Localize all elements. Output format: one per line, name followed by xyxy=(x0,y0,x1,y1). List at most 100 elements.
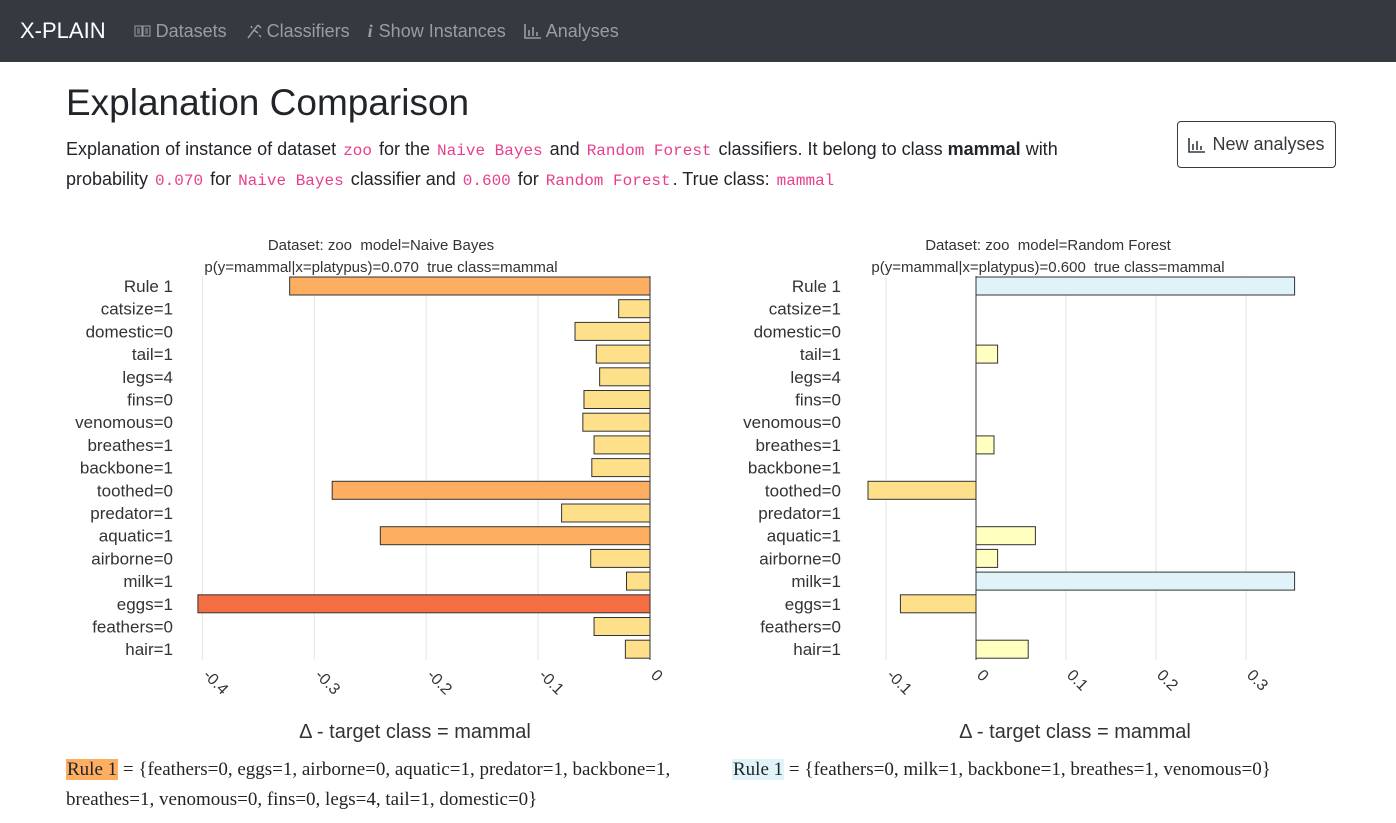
x-tick-label: -0.1 xyxy=(535,667,567,699)
bar xyxy=(975,344,999,364)
y-tick-label: toothed=0 xyxy=(97,481,173,500)
page-title: Explanation Comparison xyxy=(66,82,470,123)
x-tick-label: -0.1 xyxy=(883,667,915,699)
bar xyxy=(379,526,651,546)
y-tick-label: fins=0 xyxy=(795,391,841,410)
y-tick-label: legs=4 xyxy=(122,368,173,387)
y-tick-label: tail=1 xyxy=(132,345,173,364)
nav-datasets[interactable]: Datasets xyxy=(134,21,227,42)
description: Explanation of instance of dataset zoo f… xyxy=(66,135,1136,195)
bar xyxy=(599,367,651,387)
bar xyxy=(582,412,651,432)
bar xyxy=(289,276,651,296)
new-analyses-button[interactable]: New analyses xyxy=(1177,121,1336,168)
bar xyxy=(975,276,1296,296)
bar xyxy=(593,435,651,455)
y-tick-label: legs=4 xyxy=(790,368,841,387)
nav-label: Show Instances xyxy=(378,20,506,41)
y-tick-label: domestic=0 xyxy=(754,322,841,341)
icon xyxy=(1188,137,1206,153)
bar xyxy=(591,458,651,478)
bar xyxy=(331,480,651,500)
bar xyxy=(624,639,651,659)
x-tick-label: -0.3 xyxy=(311,667,343,699)
chart-subtitle: p(y=mammal|x=platypus)=0.070 true class=… xyxy=(204,259,557,276)
x-axis-label: Δ - target class = mammal xyxy=(299,721,531,743)
nav-label: Classifiers xyxy=(266,20,350,41)
icon xyxy=(247,24,262,39)
y-tick-label: predator=1 xyxy=(90,504,173,523)
text: for xyxy=(205,169,237,189)
y-tick-label: fins=0 xyxy=(127,391,173,410)
text: classifiers. It belong to class xyxy=(713,139,948,159)
y-tick-label: feathers=0 xyxy=(760,618,841,637)
text: classifier and xyxy=(345,169,461,189)
bar xyxy=(975,639,1029,659)
text: Explanation of instance of dataset xyxy=(66,139,342,159)
y-tick-label: breathes=1 xyxy=(87,436,173,455)
rule-text: = {feathers=0, milk=1, backbone=1, breat… xyxy=(788,759,1271,780)
text: for xyxy=(512,169,544,189)
bar xyxy=(975,435,995,455)
y-tick-label: milk=1 xyxy=(791,572,841,591)
text: for the xyxy=(374,139,436,159)
code: Random Forest xyxy=(545,172,671,190)
bar xyxy=(867,480,977,500)
y-tick-label: predator=1 xyxy=(758,504,841,523)
y-tick-label: venomous=0 xyxy=(75,413,173,432)
code: mammal xyxy=(776,172,835,190)
x-tick-label: -0.2 xyxy=(423,667,455,699)
y-tick-label: catsize=1 xyxy=(101,300,173,319)
y-tick-label: milk=1 xyxy=(123,572,173,591)
text: with probability xyxy=(66,139,1058,189)
icon xyxy=(523,24,541,39)
bar xyxy=(590,548,651,568)
rule-description: Rule 1 = {feathers=0, eggs=1, airborne=0… xyxy=(66,755,706,815)
x-tick-label: 0 xyxy=(647,667,665,685)
x-tick-label: 0 xyxy=(973,667,991,685)
y-tick-label: tail=1 xyxy=(800,345,841,364)
rule-text: = {feathers=0, eggs=1, airborne=0, aquat… xyxy=(66,759,671,810)
y-tick-label: breathes=1 xyxy=(755,436,841,455)
y-tick-label: catsize=1 xyxy=(769,300,841,319)
bar xyxy=(561,503,651,523)
y-tick-label: venomous=0 xyxy=(743,413,841,432)
code: Naive Bayes xyxy=(437,142,543,160)
y-tick-label: hair=1 xyxy=(125,640,173,659)
brand[interactable]: X-PLAIN xyxy=(20,18,106,43)
bar xyxy=(626,571,651,591)
y-tick-label: feathers=0 xyxy=(92,618,173,637)
bar xyxy=(899,594,977,614)
code: 0.600 xyxy=(462,172,511,190)
bar xyxy=(574,321,651,341)
y-tick-label: hair=1 xyxy=(793,640,841,659)
text: . True class: xyxy=(672,169,775,189)
bar xyxy=(975,548,999,568)
code: zoo xyxy=(343,142,372,160)
y-tick-label: airborne=0 xyxy=(91,549,173,568)
bar xyxy=(618,299,651,319)
y-tick-label: backbone=1 xyxy=(748,459,841,478)
nav-label: Datasets xyxy=(155,20,227,41)
nav-show-instances[interactable]: i Show Instances xyxy=(368,21,506,42)
rule-description: Rule 1 = {feathers=0, milk=1, backbone=1… xyxy=(732,755,1372,785)
y-tick-label: aquatic=1 xyxy=(767,527,841,546)
rule-label: Rule 1 xyxy=(732,759,785,780)
x-axis-label: Δ - target class = mammal xyxy=(959,721,1191,743)
code: 0.070 xyxy=(155,172,204,190)
icon: i xyxy=(367,20,373,41)
y-tick-label: backbone=1 xyxy=(80,459,173,478)
chart-title: Dataset: zoo model=Random Forest xyxy=(925,237,1171,254)
y-tick-label: eggs=1 xyxy=(785,595,841,614)
code: Naive Bayes xyxy=(238,172,344,190)
bar xyxy=(975,526,1036,546)
bar xyxy=(975,571,1296,591)
nav-classifiers[interactable]: Classifiers xyxy=(245,21,350,42)
text: and xyxy=(544,139,585,159)
x-tick-label: -0.4 xyxy=(200,667,232,699)
charts: Dataset: zoo model=Naive Bayes p(y=mammal… xyxy=(75,237,1296,743)
nav-analyses[interactable]: Analyses xyxy=(523,20,619,42)
y-tick-label: airborne=0 xyxy=(759,549,841,568)
nav-label: Analyses xyxy=(545,20,619,41)
